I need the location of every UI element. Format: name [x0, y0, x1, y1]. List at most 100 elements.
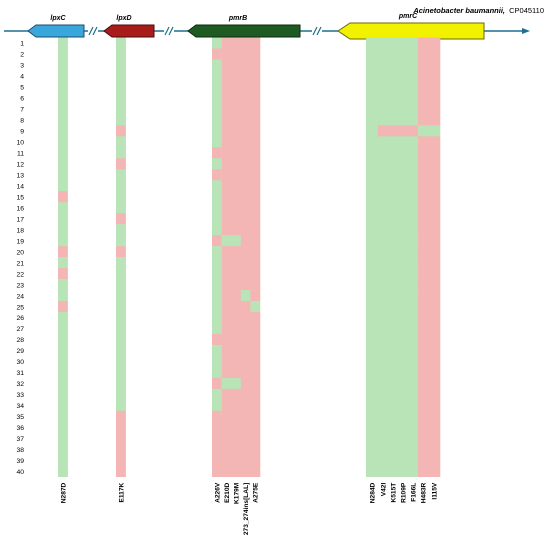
mutation-cell	[116, 59, 126, 71]
mutation-cell	[398, 399, 409, 412]
mutation-cell	[428, 125, 441, 137]
mutation-cell	[388, 158, 399, 170]
mutation-cell	[366, 147, 379, 159]
mutation-cell	[418, 410, 429, 423]
mutation-cell	[221, 465, 232, 477]
mutation-cell	[428, 224, 441, 236]
row-label: 6	[20, 96, 24, 103]
organism-strain: CP045110	[509, 6, 544, 15]
mutation-cell	[388, 125, 399, 137]
mutation-cell	[418, 59, 429, 71]
mutation-cell	[58, 202, 68, 214]
mutation-cell	[378, 333, 389, 346]
mutation-cell	[378, 366, 389, 379]
mutation-cell	[116, 246, 126, 258]
mutation-cell	[58, 59, 68, 71]
mutation-cell	[378, 268, 389, 280]
mutation-cell	[418, 322, 429, 335]
mutation-cell	[250, 59, 261, 71]
mutation-cell	[221, 301, 232, 313]
mutation-cell	[428, 169, 441, 181]
mutation-cell	[378, 92, 389, 104]
mutation-cell	[366, 443, 379, 456]
mutation-cell	[250, 301, 261, 313]
gene-label-lpxD: lpxD	[116, 15, 131, 22]
mutation-cell	[240, 180, 251, 192]
mutation-cell	[408, 224, 419, 236]
mutation-cell	[388, 312, 399, 324]
mutation-label: E117K	[118, 482, 125, 502]
mutation-cell	[378, 158, 389, 170]
mutation-cell	[378, 191, 389, 203]
mutation-cell	[58, 224, 68, 236]
mutation-cell	[212, 235, 222, 247]
mutation-cell	[231, 279, 242, 291]
mutation-cell	[366, 180, 379, 192]
mutation-cell	[418, 312, 429, 324]
mutation-cell	[398, 344, 409, 357]
mutation-cell	[366, 322, 379, 335]
mutation-cell	[250, 224, 261, 236]
mutation-cell	[231, 246, 242, 258]
mutation-cell	[388, 366, 399, 379]
mutation-cell	[58, 443, 68, 456]
mutation-cell	[116, 81, 126, 93]
row-label: 15	[16, 194, 24, 201]
mutation-cell	[378, 377, 389, 390]
mutation-cell	[116, 366, 126, 379]
mutation-cell	[378, 48, 389, 60]
mutation-label: F166L	[411, 483, 418, 502]
gene-arrow-pmrC	[337, 22, 485, 40]
isolate-row-labels: 1234567891011121314151617181920212223242…	[16, 41, 24, 476]
mutation-cell	[116, 312, 126, 324]
mutation-cell	[231, 59, 242, 71]
mutation-cell	[388, 235, 399, 247]
row-label: 33	[16, 392, 24, 399]
mutation-cell	[398, 301, 409, 313]
mutation-cell	[231, 224, 242, 236]
mutation-cell	[408, 322, 419, 335]
row-label: 31	[16, 370, 24, 377]
mutation-cell	[428, 333, 441, 346]
mutation-cell	[212, 169, 222, 181]
mutation-cell	[116, 421, 126, 434]
mutation-cell	[250, 366, 261, 379]
mutation-cell	[418, 235, 429, 247]
mutation-cell	[240, 114, 251, 126]
mutation-cell	[240, 59, 251, 71]
mutation-cell	[250, 257, 261, 269]
row-label: 2	[20, 52, 24, 59]
mutation-cell	[240, 81, 251, 93]
mutation-cell	[240, 213, 251, 225]
mutation-cell	[231, 114, 242, 126]
mutation-cell	[398, 355, 409, 368]
mutation-cell	[250, 92, 261, 104]
mutation-cell	[231, 81, 242, 93]
mutation-label: H483R	[421, 482, 428, 503]
mutation-cell	[428, 70, 441, 82]
mutation-cell	[221, 202, 232, 214]
mutation-cell	[388, 213, 399, 225]
mutation-cell	[212, 202, 222, 214]
mutation-cell	[231, 366, 242, 379]
row-label: 38	[16, 447, 24, 454]
mutation-cell	[428, 399, 441, 412]
mutation-cell	[428, 344, 441, 357]
mutation-cell	[366, 257, 379, 269]
mutation-cell	[418, 355, 429, 368]
mutation-cell	[212, 114, 222, 126]
mutation-cell	[366, 268, 379, 280]
mutation-cell	[408, 443, 419, 456]
mutation-cell	[408, 432, 419, 445]
mutation-cell	[378, 432, 389, 445]
mutation-cell	[231, 213, 242, 225]
mutation-cell	[398, 279, 409, 291]
row-label: 11	[17, 151, 24, 158]
mutation-cell	[231, 322, 242, 335]
mutation-cell	[428, 114, 441, 126]
mutation-cell	[388, 191, 399, 203]
mutation-cell	[388, 202, 399, 214]
mutation-cell	[388, 114, 399, 126]
mutation-cell	[58, 410, 68, 423]
row-label: 25	[16, 304, 24, 311]
